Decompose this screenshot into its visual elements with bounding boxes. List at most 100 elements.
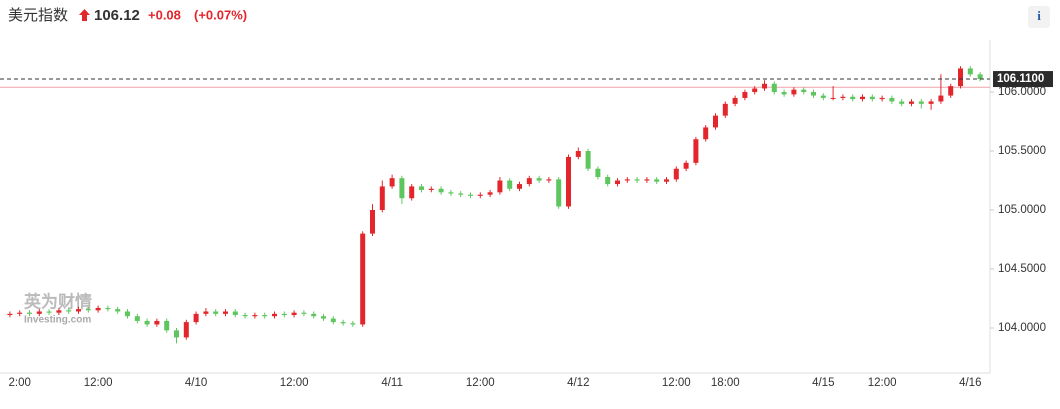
candle-body	[409, 186, 415, 199]
change: +0.08	[148, 7, 181, 22]
candle-body	[262, 315, 268, 317]
candle-body	[193, 313, 199, 323]
x-tick-label: 4/15	[812, 377, 834, 389]
candle-body	[889, 97, 895, 102]
candle-body	[595, 168, 601, 177]
candle-body	[477, 194, 483, 196]
candle-body	[791, 89, 797, 95]
candle-body	[438, 188, 444, 193]
candle-body	[615, 180, 620, 185]
candle-body	[252, 315, 258, 317]
candle-body	[379, 186, 385, 211]
candle-body	[605, 176, 611, 185]
candle-body	[448, 192, 454, 194]
candle-body	[311, 313, 317, 317]
candle-body	[389, 178, 395, 187]
candle-body	[928, 101, 934, 104]
candle-body	[762, 83, 767, 89]
x-tick-label: 12:00	[662, 377, 691, 389]
current-price-box	[993, 71, 1053, 88]
x-tick-label: 18:00	[711, 377, 740, 389]
y-tick-label: 104.0000	[998, 322, 1046, 334]
x-tick-label: 12:00	[466, 377, 495, 389]
candle-body	[811, 92, 816, 96]
candle-body	[664, 179, 669, 182]
candle-body	[830, 97, 836, 99]
price: 106.12	[94, 7, 140, 24]
candle-body	[115, 309, 121, 312]
candle-body	[850, 96, 856, 100]
up-arrow	[79, 9, 90, 21]
candle-body	[683, 162, 689, 169]
candle-body	[428, 188, 434, 190]
candle-body	[713, 115, 718, 128]
candle-body	[644, 179, 650, 181]
x-tick-label: 12:00	[84, 377, 113, 389]
candle-body	[85, 309, 91, 311]
candle-body	[673, 168, 679, 180]
candle-body	[546, 179, 552, 181]
y-tick-label: 104.5000	[998, 263, 1046, 275]
candle-body	[223, 311, 228, 314]
candle-body	[95, 307, 101, 311]
x-tick-label: 12:00	[280, 377, 309, 389]
candle-body	[125, 311, 130, 317]
candle-body	[752, 88, 758, 93]
candle-body	[517, 184, 522, 189]
candle-body	[732, 97, 738, 104]
candle-body	[419, 186, 424, 190]
candle-body	[301, 312, 307, 314]
info-button[interactable]	[1028, 6, 1050, 28]
candle-body	[585, 151, 591, 169]
candle-body	[575, 151, 581, 157]
candle-body	[693, 139, 699, 163]
instrument-title: 美元指数	[8, 7, 68, 24]
candle-body	[183, 322, 189, 338]
x-tick-label: 4/16	[959, 377, 981, 389]
current-price-label: 106.1100	[997, 73, 1044, 85]
candle-body	[350, 323, 356, 325]
candle-body	[977, 74, 983, 80]
candle-body	[468, 194, 473, 196]
candle-body	[213, 311, 219, 314]
candle-body	[634, 179, 640, 181]
candle-body	[232, 311, 238, 316]
candle-body	[203, 311, 209, 314]
candle-body	[36, 311, 42, 314]
x-tick-label: 4/10	[185, 377, 207, 389]
candle-body	[487, 192, 493, 195]
candle-body	[948, 86, 954, 96]
watermark-cn: 英为财情	[24, 291, 92, 311]
candle-body	[46, 311, 52, 313]
candle-body	[340, 322, 346, 324]
y-tick-label: 106.0000	[998, 86, 1046, 98]
candle-body	[958, 68, 963, 87]
candle-body	[321, 316, 326, 319]
x-tick-label: 12:00	[868, 377, 897, 389]
candle-body	[56, 310, 62, 313]
candle-body	[703, 127, 709, 140]
candle-body	[360, 233, 366, 325]
x-tick-label: 4/11	[381, 377, 403, 389]
candle-body	[722, 103, 728, 116]
candle-body	[76, 309, 81, 312]
candle-body	[330, 318, 336, 323]
candle-body	[458, 193, 464, 195]
candle-body	[879, 97, 885, 100]
candle-body	[164, 320, 170, 331]
candle-body	[174, 330, 179, 338]
candle-body	[781, 92, 787, 95]
candle-body	[820, 95, 826, 98]
candle-body	[860, 96, 865, 100]
candle-body	[281, 313, 287, 316]
candle-body	[566, 156, 571, 207]
x-tick-label: 4/12	[567, 377, 589, 389]
info-icon: i	[1037, 8, 1041, 23]
candle-body	[291, 312, 297, 316]
candle-body	[17, 312, 23, 314]
candle-body	[536, 178, 542, 181]
candle-body	[909, 101, 914, 104]
candle-body	[624, 179, 630, 181]
candle-body	[27, 312, 32, 314]
